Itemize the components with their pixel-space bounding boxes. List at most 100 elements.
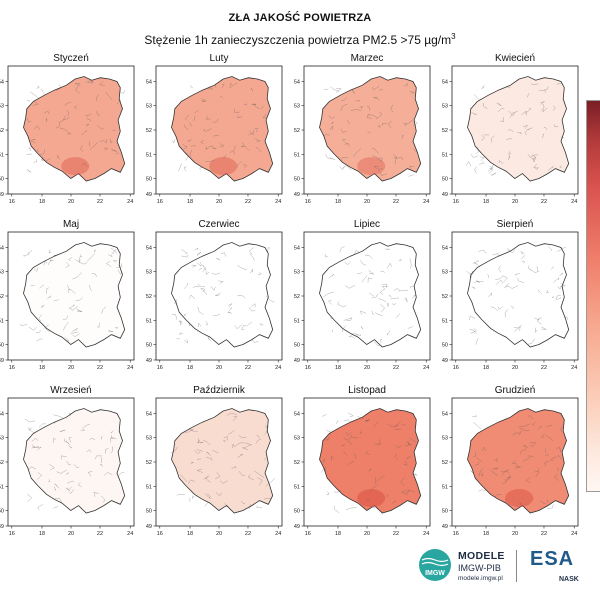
district-boundary xyxy=(81,162,88,168)
district-boundary xyxy=(248,307,256,312)
y-tick-label: 52 xyxy=(0,294,4,300)
district-boundary xyxy=(243,321,252,327)
district-boundary xyxy=(100,457,103,464)
district-boundary xyxy=(353,148,362,157)
district-boundary xyxy=(254,470,265,478)
district-boundary xyxy=(519,448,527,455)
poland-shape xyxy=(171,76,274,182)
district-boundary xyxy=(183,428,194,433)
district-boundary xyxy=(552,105,556,111)
district-boundary xyxy=(360,310,367,315)
y-tick-label: 52 xyxy=(0,460,4,466)
district-boundary xyxy=(359,430,362,434)
y-tick-label: 54 xyxy=(0,245,4,251)
district-boundary xyxy=(478,489,486,492)
district-boundary xyxy=(337,301,340,305)
district-boundary xyxy=(204,501,209,507)
district-boundary xyxy=(379,288,385,295)
district-boundary xyxy=(65,440,71,446)
district-boundary xyxy=(88,81,94,84)
district-boundary xyxy=(202,129,206,132)
y-tick-label: 50 xyxy=(442,177,448,183)
x-tick-label: 22 xyxy=(393,365,399,371)
y-tick-label: 49 xyxy=(294,524,300,530)
pollution-hotspot xyxy=(61,157,90,176)
district-boundary xyxy=(508,155,510,161)
district-boundary xyxy=(527,338,536,345)
x-tick-label: 18 xyxy=(187,365,193,371)
district-boundary xyxy=(202,266,206,272)
x-tick-label: 24 xyxy=(127,365,133,371)
district-boundary xyxy=(248,504,251,509)
district-boundary xyxy=(223,436,228,441)
y-tick-label: 54 xyxy=(146,79,152,85)
poland-shape xyxy=(171,408,274,514)
district-boundary xyxy=(373,293,378,299)
district-boundary xyxy=(115,152,119,155)
y-tick-label: 49 xyxy=(0,524,4,530)
district-boundary xyxy=(80,427,85,431)
district-boundary xyxy=(176,337,180,340)
district-boundary xyxy=(469,316,476,321)
district-boundary xyxy=(193,115,196,122)
district-boundary xyxy=(545,448,547,454)
district-boundary xyxy=(59,429,66,432)
y-tick-label: 53 xyxy=(0,270,4,276)
x-tick-label: 16 xyxy=(305,531,311,537)
district-boundary xyxy=(238,435,247,439)
district-boundary xyxy=(263,498,272,500)
x-tick-label: 18 xyxy=(39,531,45,537)
district-boundary xyxy=(53,506,59,509)
district-boundary xyxy=(409,91,413,93)
district-boundary xyxy=(255,138,261,142)
y-tick-label: 53 xyxy=(146,436,152,442)
district-boundary xyxy=(253,102,260,109)
district-boundary xyxy=(374,477,377,484)
y-tick-label: 54 xyxy=(294,411,300,417)
district-boundary xyxy=(401,134,404,139)
district-boundary xyxy=(173,299,177,304)
y-tick-label: 50 xyxy=(0,509,4,515)
district-boundary xyxy=(474,461,480,466)
district-boundary xyxy=(403,83,408,87)
district-boundary xyxy=(211,147,217,149)
district-boundary xyxy=(101,306,106,314)
x-tick-label: 24 xyxy=(571,531,577,537)
district-boundary xyxy=(94,249,96,253)
district-boundary xyxy=(519,502,523,507)
district-boundary xyxy=(44,324,50,333)
district-boundary xyxy=(412,472,418,476)
district-boundary xyxy=(504,282,510,288)
district-boundary xyxy=(378,171,388,176)
district-boundary xyxy=(183,145,187,150)
district-boundary xyxy=(335,420,339,425)
district-boundary xyxy=(357,416,364,420)
district-boundary xyxy=(220,252,226,257)
district-boundary xyxy=(488,168,494,174)
district-boundary xyxy=(72,333,80,337)
district-boundary xyxy=(85,80,93,84)
district-boundary xyxy=(66,472,69,475)
district-boundary xyxy=(343,419,351,423)
district-boundary xyxy=(537,289,542,295)
district-boundary xyxy=(492,253,499,257)
district-boundary xyxy=(359,105,363,110)
district-boundary xyxy=(481,446,486,452)
district-boundary xyxy=(228,429,235,435)
district-boundary xyxy=(348,336,356,339)
district-boundary xyxy=(530,441,536,447)
y-tick-label: 50 xyxy=(146,343,152,349)
district-boundary xyxy=(248,129,254,136)
district-boundary xyxy=(228,312,232,314)
district-boundary xyxy=(197,306,204,315)
x-tick-label: 18 xyxy=(483,199,489,205)
district-boundary xyxy=(223,439,226,443)
district-boundary xyxy=(545,454,550,457)
district-boundary xyxy=(537,426,542,430)
y-tick-label: 54 xyxy=(294,79,300,85)
district-boundary xyxy=(410,286,414,289)
y-tick-label: 54 xyxy=(442,79,448,85)
y-tick-label: 54 xyxy=(0,79,4,85)
poland-shape xyxy=(319,408,422,514)
district-boundary xyxy=(326,430,331,436)
